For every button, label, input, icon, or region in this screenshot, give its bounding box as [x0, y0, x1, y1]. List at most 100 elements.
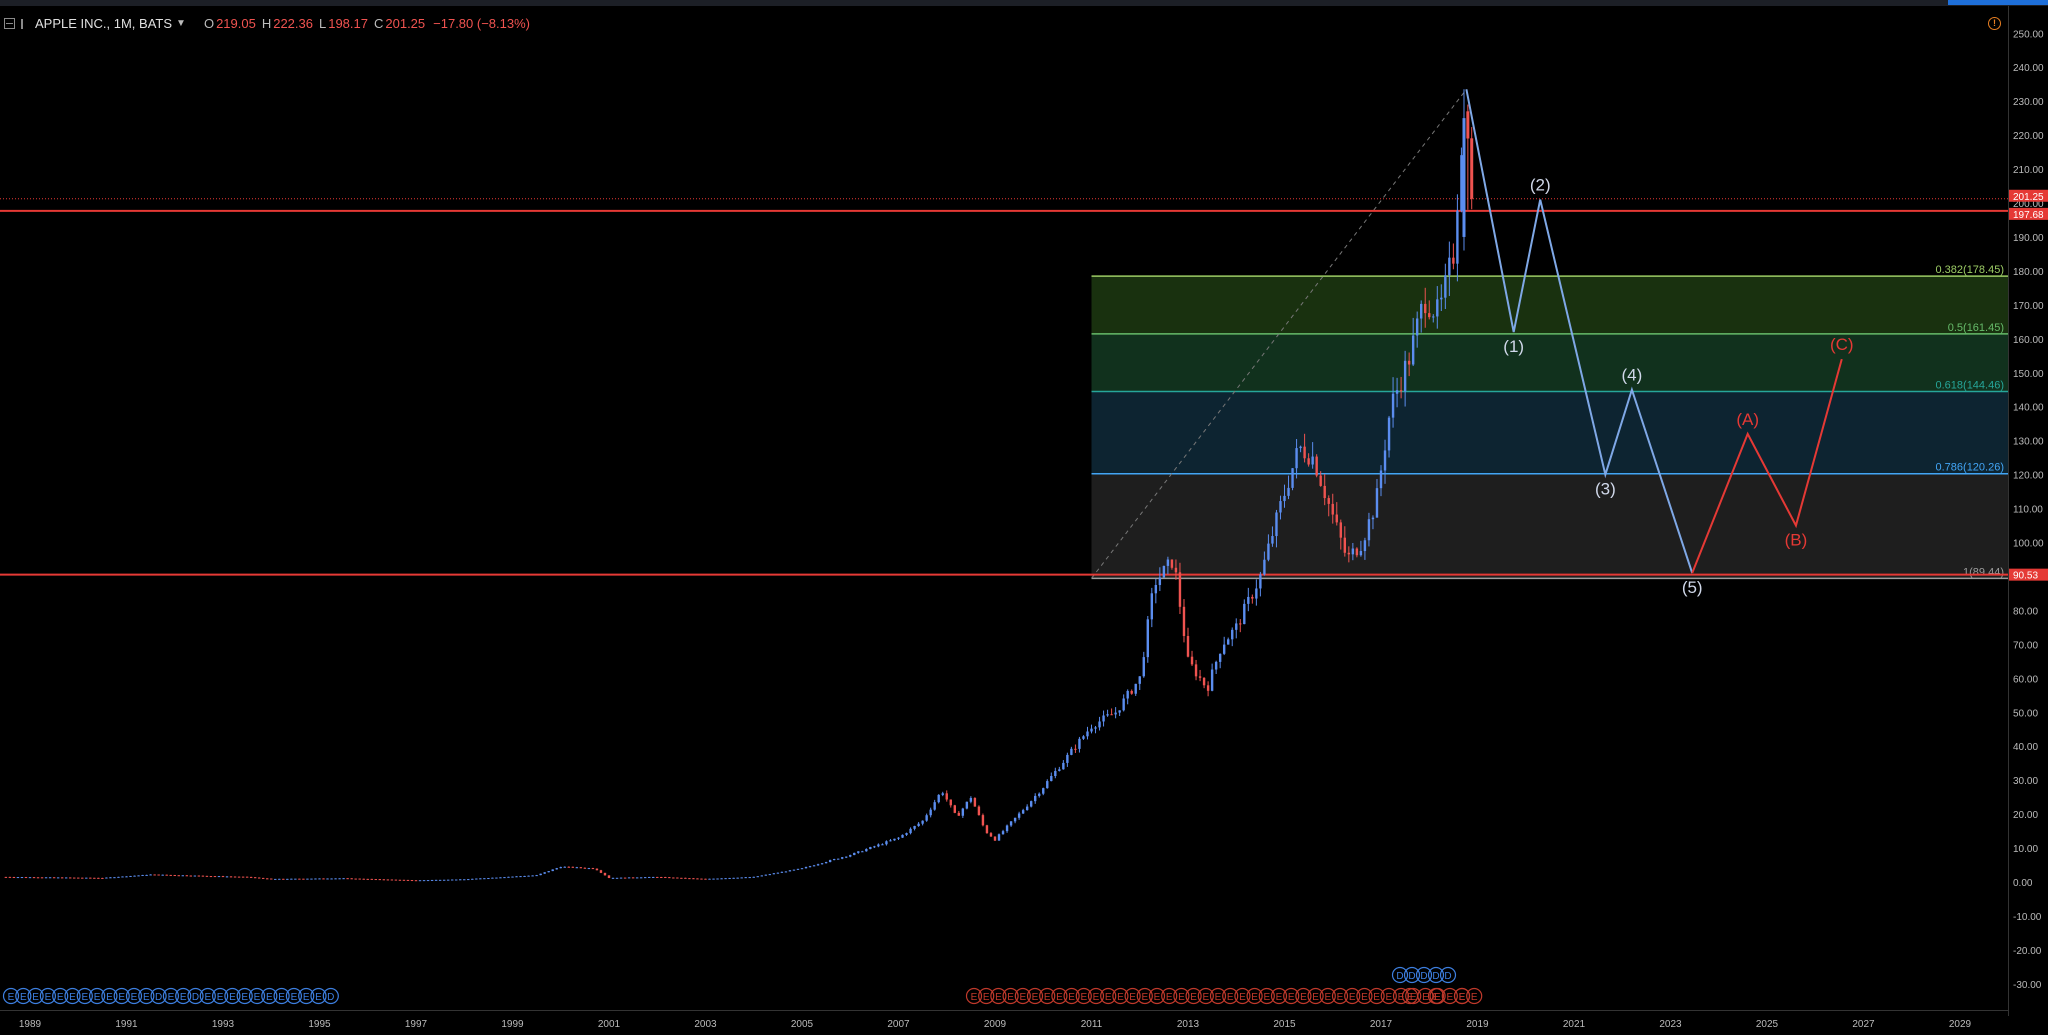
candle-body — [768, 874, 772, 876]
candle-body — [985, 825, 989, 834]
series-icon — [21, 18, 31, 29]
candle-body — [631, 877, 635, 879]
candle-body — [824, 862, 828, 864]
candle-body — [386, 879, 390, 881]
dividend-marker — [76, 987, 93, 1005]
candle-body — [997, 834, 1001, 841]
candle-body — [294, 878, 297, 880]
price-tick-label: 160.00 — [2013, 335, 2044, 346]
candle-body — [611, 877, 615, 879]
candle-body — [1466, 111, 1470, 139]
candle-body — [981, 815, 985, 826]
candle-body — [676, 877, 679, 879]
candle-body — [1347, 552, 1351, 555]
candle-body — [535, 875, 538, 877]
candle-body — [422, 880, 426, 882]
candle-body — [1283, 495, 1286, 502]
candle-body — [1375, 488, 1379, 518]
candle-body — [619, 877, 623, 879]
candle-body — [828, 860, 832, 863]
candle-body — [708, 878, 711, 880]
candle-body — [507, 876, 510, 878]
dividend-marker — [138, 987, 155, 1005]
candle-body — [1235, 623, 1238, 630]
candle-body — [1415, 318, 1419, 336]
candle-body — [298, 878, 301, 880]
candle-body — [752, 876, 755, 878]
fib-level-label: 0.382(178.45) — [1936, 264, 2005, 276]
candle-body — [1279, 501, 1282, 513]
change-value: −17.80 (−8.13%) — [433, 16, 530, 31]
candle-body — [1387, 417, 1391, 451]
collapse-legend-icon[interactable] — [4, 18, 15, 29]
dividend-marker-label: E — [69, 992, 76, 1003]
candle-body — [953, 805, 956, 813]
symbol-legend: APPLE INC., 1M, BATS ▼ O 219.05 H 222.36 L… — [4, 16, 530, 31]
dividend-marker — [15, 987, 32, 1005]
candle-body — [60, 877, 64, 879]
earnings-marker-label: E — [1422, 992, 1429, 1003]
alert-icon[interactable]: ! — [1988, 17, 2001, 30]
elliott-wave-label: (C) — [1830, 335, 1854, 354]
dividend-marker-label: E — [241, 992, 248, 1003]
candle-body — [161, 874, 164, 876]
time-tick-label: 2025 — [1756, 1019, 1779, 1030]
candle-body — [635, 877, 639, 879]
candle-body — [1062, 762, 1065, 770]
candle-body — [977, 806, 981, 816]
candle-body — [716, 878, 719, 880]
time-tick-label: 2013 — [1177, 1019, 1200, 1030]
earnings-marker — [1319, 987, 1336, 1005]
candle-body — [1214, 661, 1218, 670]
close-label: C — [373, 16, 384, 31]
candle-body — [1371, 517, 1375, 520]
earnings-marker-label: E — [1154, 992, 1161, 1003]
candle-body — [772, 873, 776, 875]
earnings-marker — [1136, 987, 1153, 1005]
candle-body — [1259, 574, 1262, 589]
candle-body — [334, 878, 337, 880]
candle-body — [1130, 690, 1133, 694]
earnings-marker-label: E — [995, 992, 1002, 1003]
candle-body — [141, 874, 144, 876]
dividend-marker-label: E — [81, 992, 88, 1003]
candle-body — [1319, 475, 1322, 486]
candle-body — [796, 868, 800, 870]
candle-body — [1247, 596, 1250, 604]
earnings-marker — [1148, 987, 1166, 1005]
candle-body — [322, 878, 325, 880]
candle-body — [418, 880, 422, 882]
earnings-marker — [1173, 987, 1190, 1005]
candle-body — [1158, 577, 1162, 585]
toolbar-accent-button[interactable] — [1948, 0, 2048, 5]
candle-body — [965, 801, 969, 809]
earnings-marker-label: E — [1398, 992, 1405, 1003]
earnings-marker-label: E — [1227, 992, 1234, 1003]
price-axis-tag-label: 90.53 — [2013, 571, 2038, 582]
candle-body — [455, 879, 458, 881]
earnings-marker-label: E — [1300, 992, 1307, 1003]
candle-body — [221, 876, 225, 878]
earnings-marker-label: E — [1459, 992, 1466, 1003]
candle-body — [764, 874, 768, 876]
earnings-marker-label: E — [1361, 992, 1368, 1003]
candle-body — [185, 875, 189, 877]
candle-body — [483, 878, 486, 880]
candle-body — [153, 874, 156, 876]
candle-body — [394, 879, 398, 881]
earnings-marker — [1124, 987, 1141, 1005]
earnings-marker — [1087, 987, 1105, 1005]
earnings-marker — [1441, 987, 1458, 1005]
candle-body — [378, 879, 382, 881]
chevron-down-icon[interactable]: ▼ — [176, 18, 186, 29]
candle-body — [253, 877, 257, 879]
candle-body — [109, 877, 112, 879]
candle-body — [137, 875, 140, 877]
candle-body — [1114, 712, 1117, 715]
candle-body — [1054, 770, 1057, 777]
symbol-title[interactable]: APPLE INC., 1M, BATS — [35, 16, 173, 31]
candle-body — [209, 876, 213, 878]
candle-body — [1399, 390, 1403, 392]
candle-body — [213, 876, 217, 878]
